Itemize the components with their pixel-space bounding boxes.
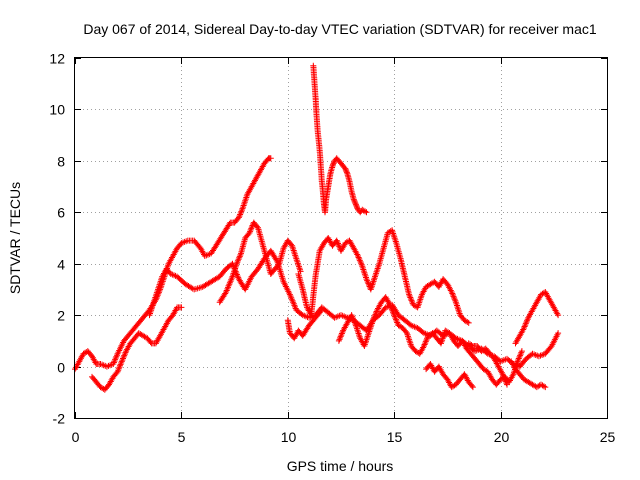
data-markers — [284, 307, 325, 342]
y-tick-label: -2 — [53, 411, 66, 427]
series-track-9 — [423, 361, 476, 391]
data-markers — [89, 304, 185, 393]
data-markers — [295, 227, 472, 326]
series-track-5 — [310, 62, 370, 216]
series-track-11 — [508, 358, 549, 391]
series-track-1 — [72, 155, 274, 373]
x-tick-label: 10 — [281, 429, 297, 445]
data-markers — [146, 247, 562, 370]
x-axis-label: GPS time / hours — [287, 458, 394, 474]
data-markers — [216, 219, 304, 306]
series-track-2 — [89, 304, 185, 393]
data-markers — [508, 358, 549, 391]
data-markers — [512, 289, 562, 347]
series-track-4 — [216, 219, 304, 306]
series-track-7 — [284, 307, 325, 342]
series-track-3 — [146, 247, 562, 370]
data-markers — [465, 340, 510, 388]
x-tick-label: 25 — [600, 429, 616, 445]
y-tick-label: 10 — [49, 102, 65, 118]
data-markers — [72, 155, 274, 373]
x-tick-label: 5 — [178, 429, 186, 445]
data-points — [72, 62, 562, 393]
x-tick-label: 15 — [387, 429, 403, 445]
data-markers — [335, 294, 525, 388]
series-track-6 — [295, 227, 472, 326]
series-track-10 — [512, 289, 562, 347]
data-markers — [423, 361, 476, 391]
y-tick-label: 2 — [57, 308, 65, 324]
y-tick-label: 6 — [57, 205, 65, 221]
y-axis-label: SDTVAR / TECUs — [7, 182, 23, 294]
x-tick-label: 0 — [72, 429, 80, 445]
series-track-8 — [335, 294, 525, 388]
x-tick-label: 20 — [494, 429, 510, 445]
y-tick-label: 12 — [49, 51, 65, 67]
y-tick-label: 8 — [57, 154, 65, 170]
y-tick-label: 0 — [57, 360, 65, 376]
data-markers — [310, 62, 370, 216]
y-tick-label: 4 — [57, 257, 65, 273]
plot-frame — [74, 57, 608, 419]
grid-lines — [75, 58, 607, 418]
series-track-12 — [465, 340, 510, 388]
chart-title: Day 067 of 2014, Sidereal Day-to-day VTE… — [83, 21, 596, 37]
